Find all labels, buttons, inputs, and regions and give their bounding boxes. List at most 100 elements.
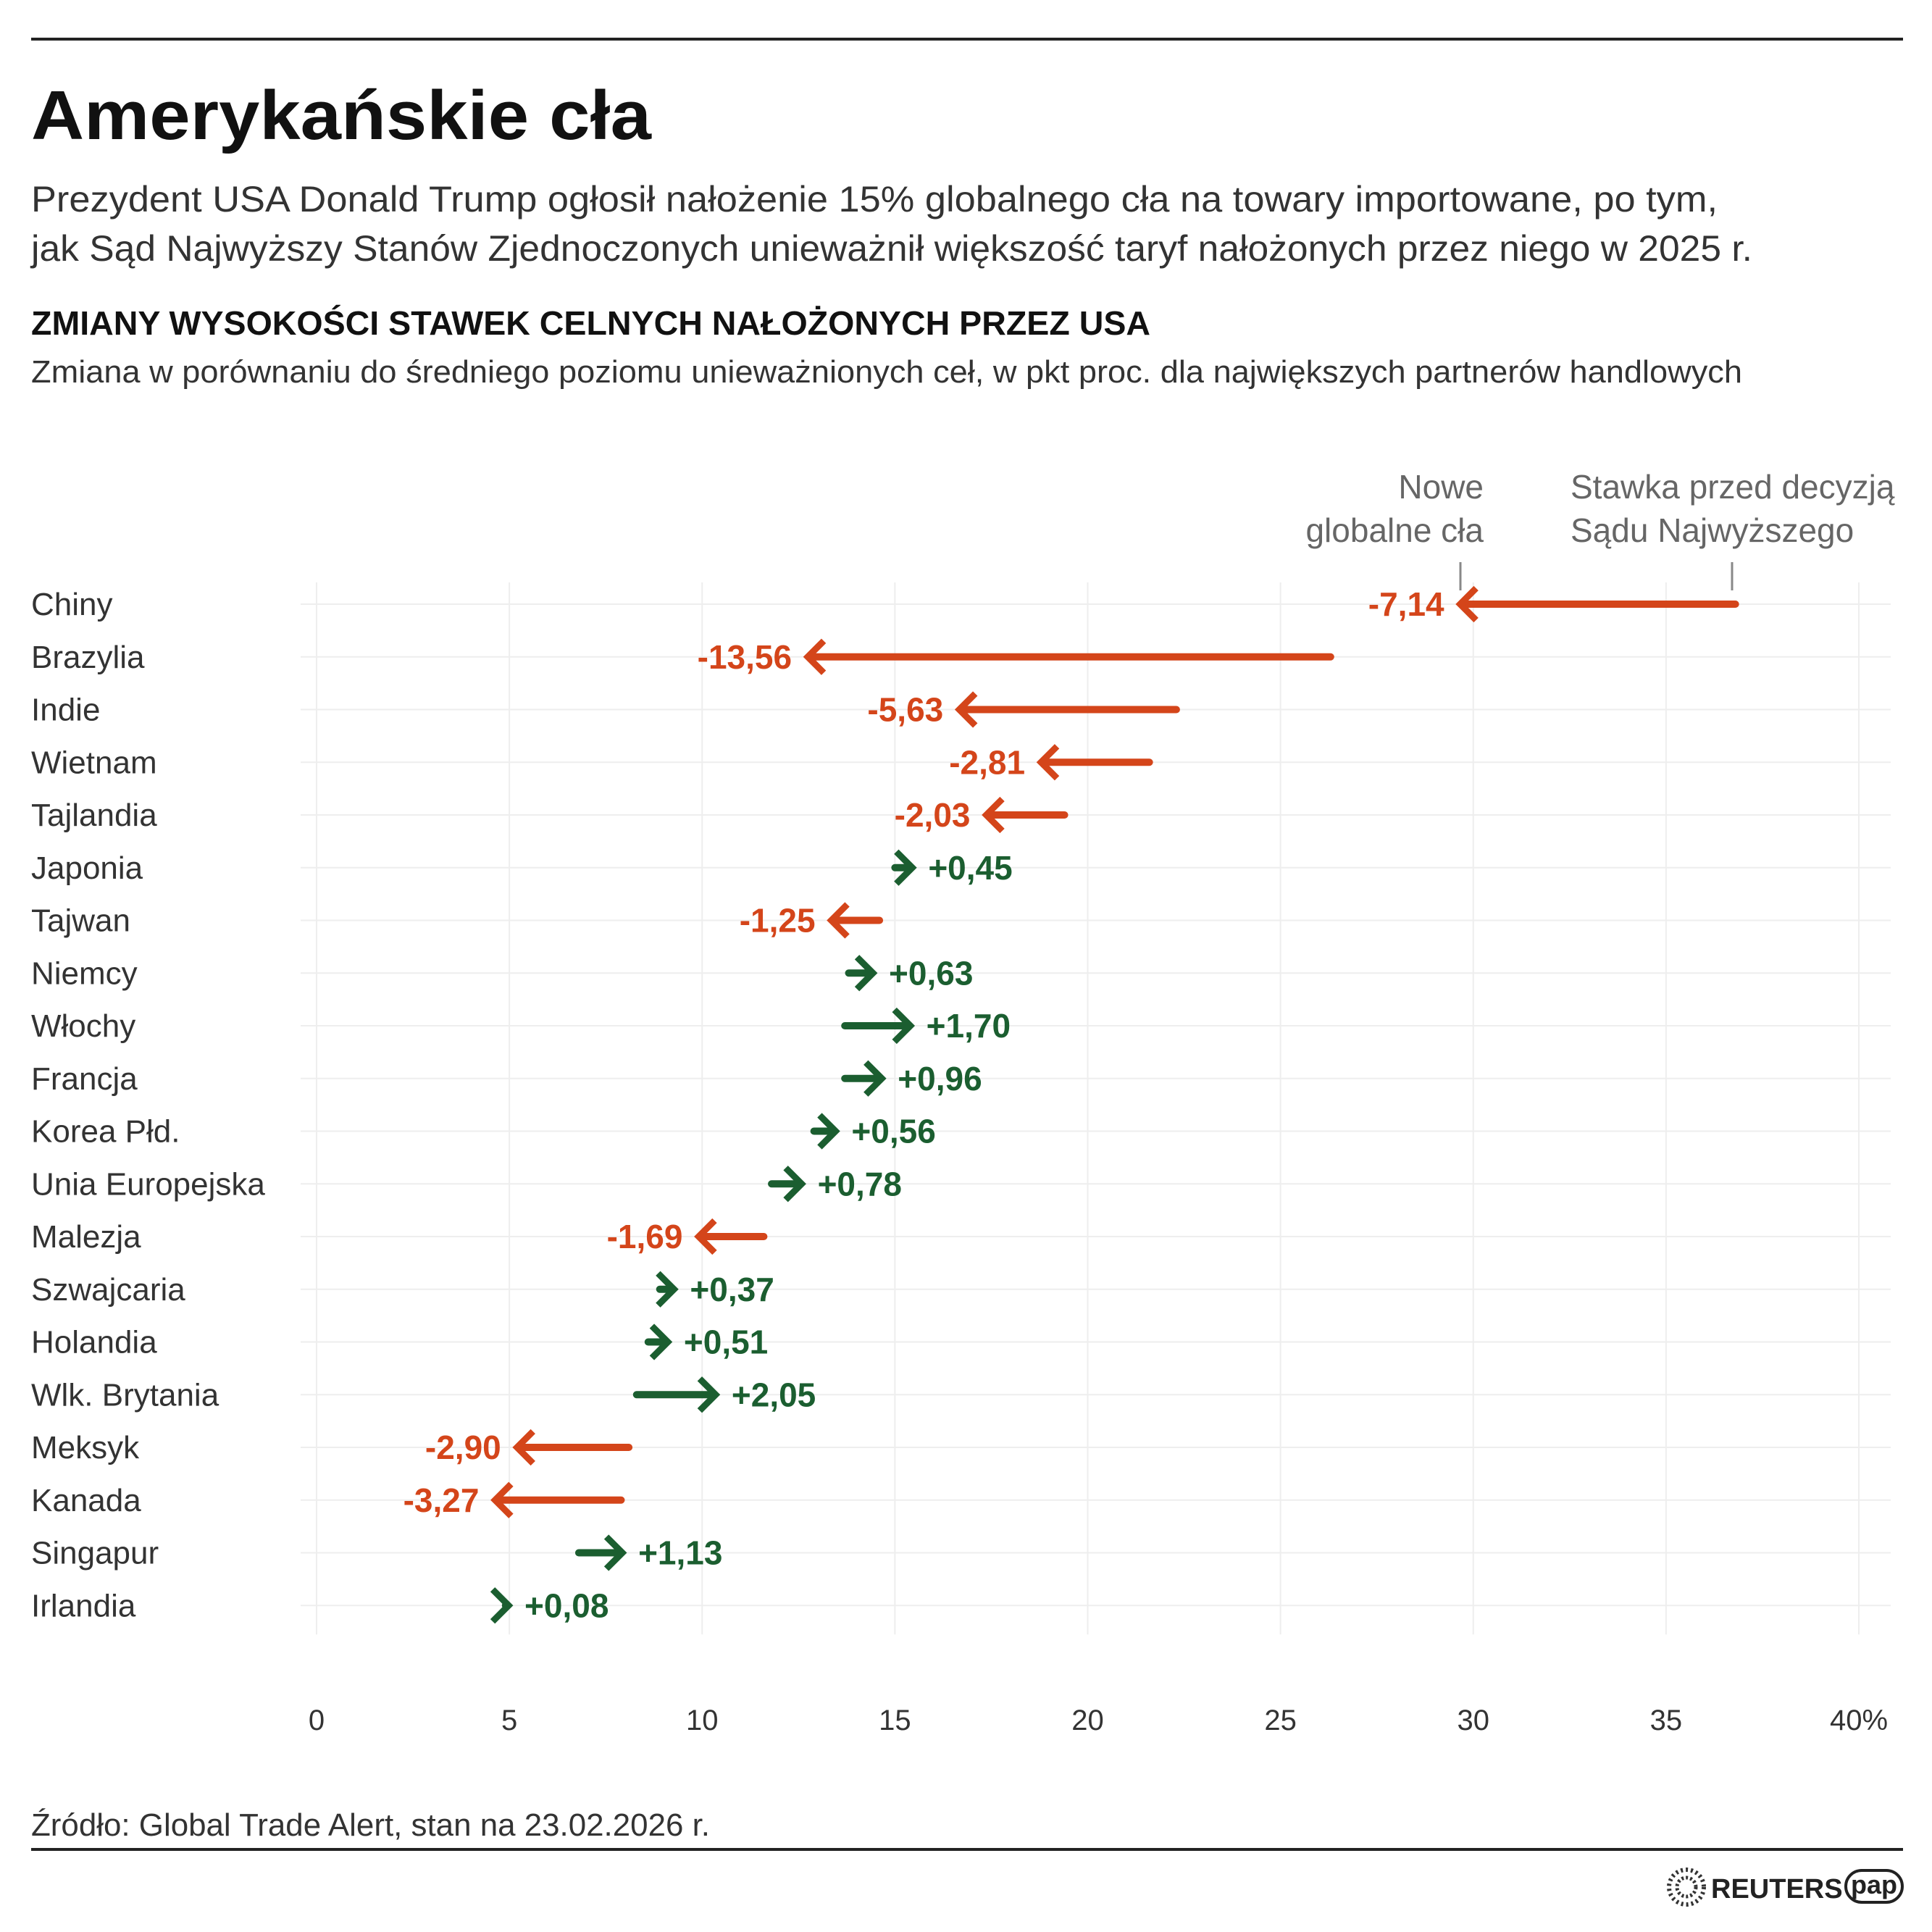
country-label: Japonia [31,850,143,886]
row-chiny: Chiny -7,14 [31,585,1739,623]
x-tick-label: 30 [1458,1705,1490,1736]
arrow-left-icon [954,691,978,728]
x-tick-label: 10 [686,1705,719,1736]
country-label: Tajlandia [31,798,157,833]
country-label: Brazylia [31,640,145,675]
country-label: Irlandia [31,1588,136,1623]
arrow-left-icon [1036,744,1060,781]
pap-wordmark: pap [1851,1870,1897,1899]
row-meksyk: Meksyk -2,90 [31,1429,633,1466]
change-label: +0,45 [928,849,1012,887]
arrow-right-icon [697,1376,721,1413]
change-label: +0,51 [684,1323,768,1361]
arrow-right-icon [649,1323,673,1360]
source-note: Źródło: Global Trade Alert, stan na 23.0… [31,1807,710,1843]
change-label: -3,27 [403,1481,480,1519]
change-label: -1,69 [607,1218,683,1255]
x-tick-label: 5 [501,1705,517,1736]
x-tick-label: 0 [309,1705,325,1736]
pap-logo: pap [1844,1869,1904,1904]
row-tajlandia: Tajlandia -2,03 [31,796,1069,834]
subtitle-line-2: jak Sąd Najwyższy Stanów Zjednoczonych u… [30,228,1752,269]
change-label: +0,56 [851,1113,935,1150]
row-wlk-brytania: Wlk. Brytania +2,05 [31,1376,816,1413]
row-włochy: Włochy +1,70 [31,1007,1011,1045]
change-label: -2,81 [949,743,1025,781]
country-label: Francja [31,1061,138,1097]
row-francja: Francja +0,96 [31,1060,982,1097]
row-kanada: Kanada -3,27 [31,1481,625,1519]
change-label: +2,05 [732,1376,816,1413]
row-brazylia: Brazylia -13,56 [31,638,1334,676]
row-japonia: Japonia +0,45 [31,849,1013,887]
row-niemcy: Niemcy +0,63 [31,954,973,992]
x-axis: 0 5 10 15 20 25 30 35 40% [309,1705,1888,1736]
arrow-left-icon [694,1218,717,1255]
country-label: Chiny [31,587,113,622]
row-holandia: Holandia +0,51 [31,1323,768,1361]
grid [301,582,1891,1635]
change-label: -1,25 [740,902,816,940]
arrow-right-icon [894,849,917,886]
arrow-left-icon [1455,585,1479,623]
arrow-right-icon [490,1587,514,1624]
change-label: +0,78 [818,1165,902,1203]
change-label: -2,03 [895,796,971,834]
change-label: +0,63 [889,954,973,992]
country-label: Malezja [31,1219,141,1255]
annotation-before-line-2: Sądu Najwyższego [1571,511,1854,549]
x-tick-label: 20 [1071,1705,1104,1736]
change-label: +1,70 [927,1007,1011,1045]
country-label: Niemcy [31,955,138,991]
annotation-before-line-1: Stawka przed decyzją [1571,468,1895,506]
row-szwajcaria: Szwajcaria +0,37 [31,1271,774,1308]
reuters-logo: REUTERS [1667,1868,1843,1907]
country-label: Tajwan [31,903,130,939]
arrow-left-icon [512,1429,535,1466]
row-tajwan: Tajwan -1,25 [31,902,884,940]
subtitle-line-1: Prezydent USA Donald Trump ogłosił nałoż… [31,179,1718,219]
country-label: Indie [31,693,100,728]
row-unia-europejska: Unia Europejska +0,78 [31,1165,902,1203]
change-label: -13,56 [698,638,792,676]
country-label: Holandia [31,1325,157,1360]
row-indie: Indie -5,63 [31,691,1180,729]
change-label: +0,08 [524,1586,609,1624]
x-tick-label: 15 [879,1705,911,1736]
country-label: Włochy [31,1008,135,1044]
arrow-left-icon [827,902,850,939]
row-korea-płd-: Korea Płd. +0,56 [31,1113,936,1150]
row-malezja: Malezja -1,69 [31,1218,768,1255]
country-label: Wietnam [31,745,157,780]
arrow-right-icon [783,1166,806,1203]
logos: REUTERS pap [1667,1868,1904,1907]
reuters-wordmark: REUTERS [1711,1874,1843,1904]
row-singapur: Singapur +1,13 [31,1534,722,1572]
change-label: +0,96 [898,1060,982,1097]
x-tick-label: 35 [1650,1705,1683,1736]
country-label: Meksyk [31,1430,140,1465]
arrow-right-icon [863,1060,887,1097]
arrow-right-icon [817,1113,840,1150]
country-label: Szwajcaria [31,1272,185,1308]
change-label: -7,14 [1368,585,1444,623]
change-label: -2,90 [425,1429,501,1466]
arrow-right-icon [656,1271,679,1308]
country-label: Unia Europejska [31,1166,265,1202]
change-label: +1,13 [638,1534,722,1572]
country-label: Kanada [31,1483,141,1518]
change-label: +0,37 [690,1271,774,1308]
country-label: Wlk. Brytania [31,1377,219,1413]
page-title: Amerykańskie cła [31,77,652,154]
annotation-new-line-1: Nowe [1398,468,1484,506]
arrow-right-icon [892,1007,916,1045]
x-tick-label: 25 [1264,1705,1297,1736]
country-label: Singapur [31,1536,159,1571]
row-irlandia: Irlandia +0,08 [31,1586,609,1624]
arrow-right-icon [603,1534,627,1571]
chart-subheading: Zmiana w porównaniu do średniego poziomu… [31,354,1742,390]
arrow-left-icon [982,796,1005,834]
chart-heading: ZMIANY WYSOKOŚCI STAWEK CELNYCH NAŁOŻONY… [31,304,1150,342]
arrow-left-icon [803,638,827,675]
